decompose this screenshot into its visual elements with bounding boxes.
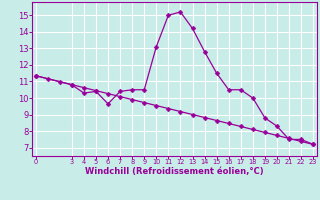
- X-axis label: Windchill (Refroidissement éolien,°C): Windchill (Refroidissement éolien,°C): [85, 167, 264, 176]
